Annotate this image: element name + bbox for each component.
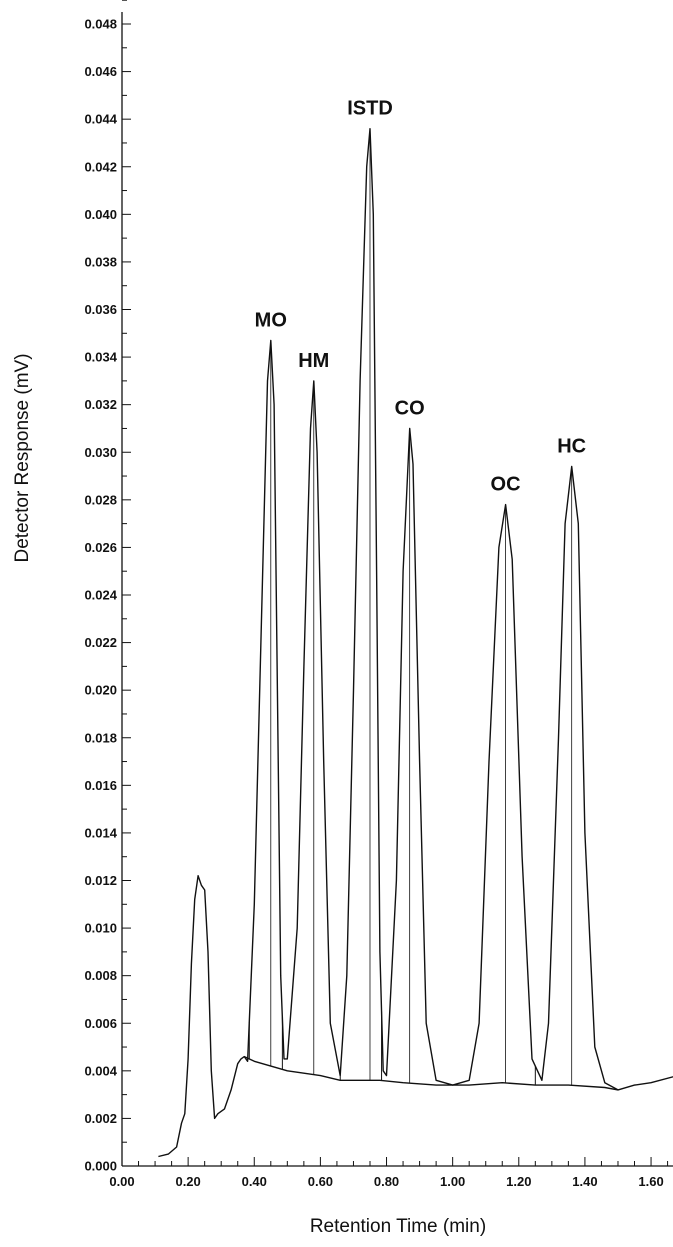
x-tick-label: 0.40 [242,1174,267,1189]
y-tick-label: 0.016 [84,778,117,793]
peak-label-hm: HM [298,350,329,372]
y-tick-label: 0.032 [84,397,117,412]
x-tick-label: 1.20 [506,1174,531,1189]
peak-label-co: CO [395,397,425,419]
y-tick-label: 0.048 [84,17,117,32]
chromatogram-trace [158,127,673,1158]
y-axis-label: Detector Response (mV) [12,353,33,562]
peak-drop-lines [248,128,573,1086]
y-tick-label: 0.014 [84,825,117,840]
x-axis-label: Retention Time (min) [310,1216,486,1237]
peak-label-hc: HC [557,436,586,458]
y-tick-label: 0.042 [84,159,117,174]
y-tick-label: 0.012 [84,873,117,888]
x-tick-label: 0.00 [109,1174,134,1189]
x-tick-label: 1.60 [638,1174,663,1189]
axes: 0.000 0.002 0.004 0.006 0.008 0.010 0.012 0.014… [84,0,673,1189]
peak-label-istd: ISTD [347,98,393,120]
y-tick-label: 0.006 [84,1016,117,1031]
x-tick-label: 0.20 [175,1174,200,1189]
y-tick-label: 0.040 [84,207,117,222]
y-tick-label: 0.018 [84,730,117,745]
x-tick-label: 1.40 [572,1174,597,1189]
x-tick-label: 0.60 [308,1174,333,1189]
y-tick-label: 0.044 [84,112,117,127]
y-tick-label: 0.030 [84,445,117,460]
y-tick-label: 0.034 [84,350,117,365]
y-tick-label: 0.046 [84,64,117,79]
peak-label-mo: MO [255,309,287,331]
y-tick-label: 0.004 [84,1063,117,1078]
y-tick-label: 0.008 [84,968,117,983]
x-tick-label: 1.00 [440,1174,465,1189]
peak-labels: MO HM ISTD CO OC HC [255,98,586,496]
y-tick-label: 0.024 [84,588,117,603]
peak-label-oc: OC [491,474,521,496]
y-tick-label: 0.002 [84,1111,117,1126]
baseline-line [244,1055,619,1091]
y-tick-label: 0.026 [84,540,117,555]
y-tick-label: 0.010 [84,921,117,936]
y-tick-label: 0.038 [84,254,117,269]
y-tick-label: 0.036 [84,302,117,317]
signal-line [158,127,673,1158]
y-tick-label: 0.020 [84,683,117,698]
y-tick-label: 0.028 [84,492,117,507]
y-tick-label: 0.000 [84,1159,117,1174]
x-tick-label: 0.80 [374,1174,399,1189]
y-tick-label: 0.022 [84,635,117,650]
